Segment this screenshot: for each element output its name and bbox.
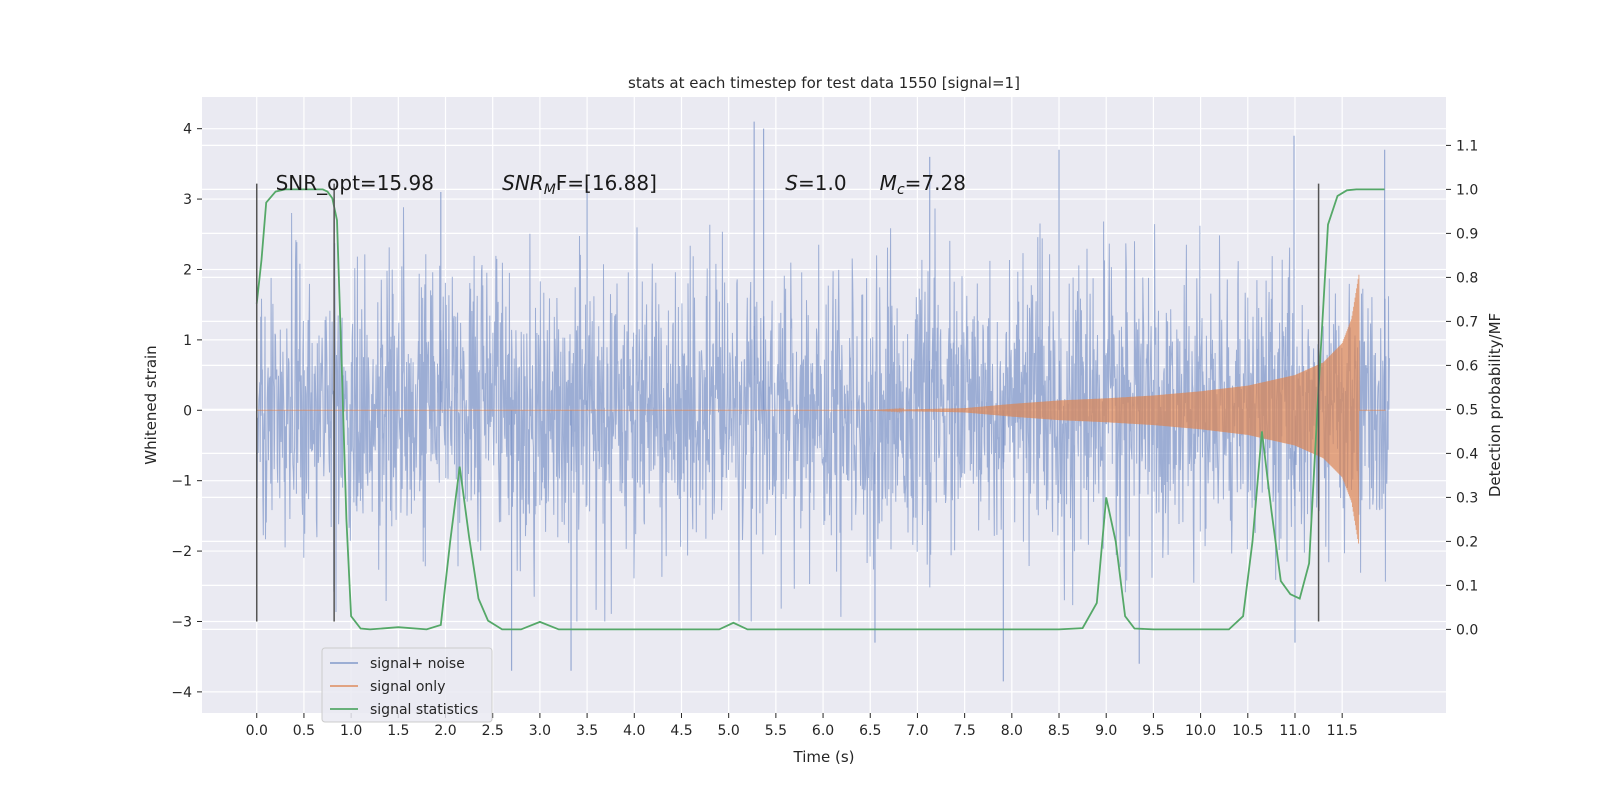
y2-tick-label: 0.0 (1456, 622, 1478, 638)
y-tick-label: 3 (183, 192, 192, 208)
x-tick-label: 3.0 (529, 723, 551, 739)
signal-statistics-line (255, 188, 1385, 631)
legend-label: signal+ noise (370, 656, 465, 672)
annotation-1: SNRMF=[16.88] (502, 171, 657, 198)
x-tick-label: 8.0 (1001, 723, 1023, 739)
x-tick-label: 6.0 (812, 723, 834, 739)
y-tick-label: 0 (183, 403, 192, 419)
data-layer (255, 121, 1390, 682)
annotations: SNR_opt=15.98 SNRMF=[16.88] S=1.0 Mc=7.28 (276, 171, 966, 198)
vertical-lines (255, 183, 1320, 622)
y2-tick-label: 0.2 (1456, 534, 1478, 550)
y2-tick-label: 0.9 (1456, 226, 1478, 242)
y2-tick-label: 0.1 (1456, 578, 1478, 594)
y-tick-label: 1 (183, 333, 192, 349)
x-tick-label: 6.5 (859, 723, 881, 739)
annotation-3: Mc=7.28 (880, 171, 966, 198)
x-tick-label: 9.5 (1142, 723, 1164, 739)
legend: signal+ noise signal only signal statistic… (321, 647, 493, 723)
y2-axis-label: Detection probability/MF (1486, 313, 1504, 497)
x-tick-label: 1.0 (340, 723, 362, 739)
x-axis-label: Time (s) (793, 748, 855, 766)
x-tick-label: 4.5 (670, 723, 692, 739)
y2-tick-label: 0.6 (1456, 358, 1478, 374)
x-tick-label: 11.0 (1279, 723, 1310, 739)
x-tick-label: 7.5 (954, 723, 976, 739)
axes-layer: 0.0 0.5 1.0 1.5 2.0 2.5 3.0 3.5 4.0 4.5 5.0 5.5 6.0 6… (171, 122, 1478, 739)
y2-tick-label: 0.3 (1456, 490, 1478, 506)
legend-label: signal statistics (370, 702, 478, 718)
x-tick-label: 2.0 (434, 723, 456, 739)
y2-tick-label: 0.5 (1456, 402, 1478, 418)
x-tick-label: 5.5 (765, 723, 787, 739)
x-tick-label: 5.0 (718, 723, 740, 739)
x-tick-label: 10.5 (1232, 723, 1263, 739)
y2-tick-label: 0.7 (1456, 314, 1478, 330)
y2-tick-label: 1.0 (1456, 182, 1478, 198)
y2-tick-label: 0.4 (1456, 446, 1478, 462)
x-tick-label: 11.5 (1327, 723, 1358, 739)
x-tick-label: 8.5 (1048, 723, 1070, 739)
x-tick-label: 0.0 (246, 723, 268, 739)
chart-title: stats at each timestep for test data 155… (628, 74, 1020, 92)
y-tick-label: 2 (183, 262, 192, 278)
x-tick-label: 10.0 (1185, 723, 1216, 739)
y2-tick-label: 0.8 (1456, 270, 1478, 286)
y-tick-label: −3 (171, 614, 192, 630)
y-tick-label: −2 (171, 544, 192, 560)
x-tick-label: 3.5 (576, 723, 598, 739)
x-tick-label: 9.0 (1095, 723, 1117, 739)
annotation-2: S=1.0 (785, 171, 846, 195)
annotation-0: SNR_opt=15.98 (276, 171, 434, 195)
x-tick-label: 4.0 (623, 723, 645, 739)
signal-only-line (256, 274, 1386, 544)
y2-tick-label: 1.1 (1456, 138, 1478, 154)
y-tick-label: −4 (171, 685, 192, 701)
x-tick-label: 0.5 (293, 723, 315, 739)
x-tick-label: 2.5 (482, 723, 504, 739)
y-tick-label: −1 (171, 474, 192, 490)
legend-box (321, 647, 493, 723)
x-tick-label: 1.5 (387, 723, 409, 739)
signal-noise-line (256, 207, 1390, 622)
y-tick-label: 4 (183, 122, 192, 138)
y-axis-label: Whitened strain (142, 345, 160, 464)
legend-label: signal only (370, 679, 445, 695)
x-tick-label: 7.0 (906, 723, 928, 739)
